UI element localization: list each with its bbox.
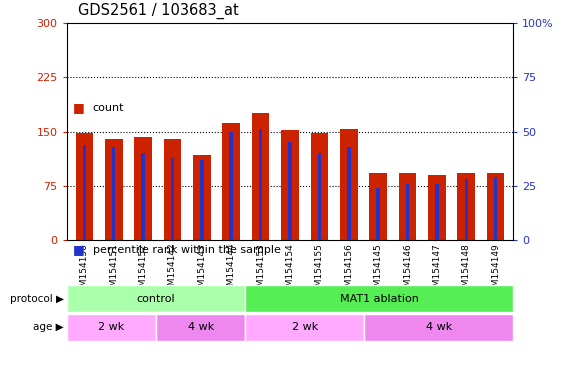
Bar xyxy=(259,129,262,240)
Bar xyxy=(310,133,328,240)
Bar xyxy=(340,129,358,240)
Bar xyxy=(245,285,513,312)
Bar xyxy=(112,147,115,240)
Bar xyxy=(193,155,211,240)
Text: 4 wk: 4 wk xyxy=(187,322,214,333)
Text: percentile rank within the sample: percentile rank within the sample xyxy=(93,245,281,255)
Text: ■: ■ xyxy=(72,243,84,256)
Bar xyxy=(82,144,86,240)
Bar xyxy=(347,147,350,240)
Bar xyxy=(369,173,387,240)
Bar xyxy=(435,184,438,240)
Bar xyxy=(135,137,152,240)
Bar xyxy=(465,179,468,240)
Bar xyxy=(494,177,498,240)
Bar xyxy=(376,188,380,240)
Bar xyxy=(142,153,145,240)
Bar xyxy=(222,123,240,240)
Text: count: count xyxy=(93,103,124,113)
Bar xyxy=(398,173,416,240)
Bar xyxy=(75,133,93,240)
Text: age ▶: age ▶ xyxy=(33,322,64,333)
Bar xyxy=(288,142,292,240)
Bar xyxy=(458,174,475,240)
Bar xyxy=(67,314,156,341)
Text: GDS2561 / 103683_at: GDS2561 / 103683_at xyxy=(78,3,239,19)
Text: protocol ▶: protocol ▶ xyxy=(10,293,64,304)
Text: MAT1 ablation: MAT1 ablation xyxy=(340,293,419,304)
Bar xyxy=(406,184,409,240)
Text: 4 wk: 4 wk xyxy=(426,322,452,333)
Bar xyxy=(245,314,364,341)
Bar xyxy=(200,160,204,240)
Bar xyxy=(164,139,182,240)
Bar xyxy=(230,131,233,240)
Bar xyxy=(252,113,270,240)
Bar xyxy=(318,153,321,240)
Text: 2 wk: 2 wk xyxy=(292,322,318,333)
Bar xyxy=(364,314,513,341)
Bar xyxy=(105,139,122,240)
Text: 2 wk: 2 wk xyxy=(98,322,125,333)
Bar xyxy=(281,130,299,240)
Text: control: control xyxy=(137,293,175,304)
Bar xyxy=(171,157,174,240)
Bar xyxy=(428,175,445,240)
Bar xyxy=(67,285,245,312)
Bar xyxy=(487,174,505,240)
Text: ■: ■ xyxy=(72,101,84,114)
Bar xyxy=(156,314,245,341)
